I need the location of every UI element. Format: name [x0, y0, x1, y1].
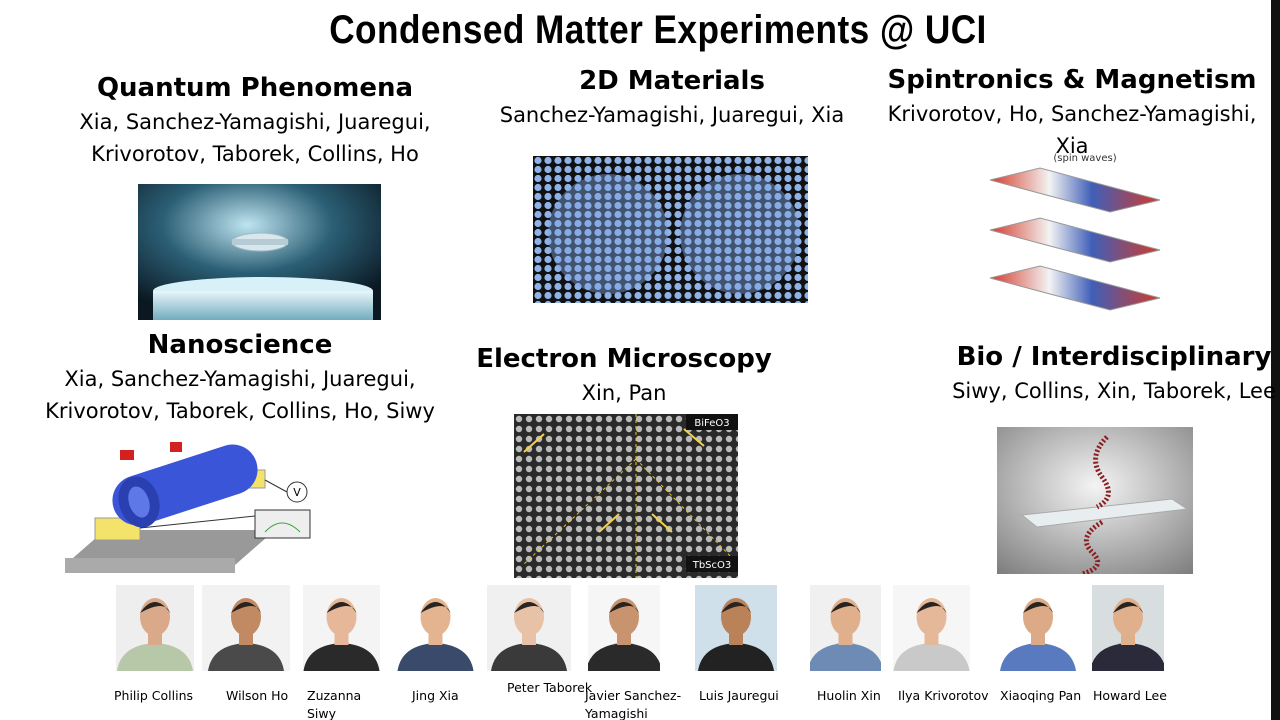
dna-pore-image: [997, 427, 1193, 574]
section: Nanoscience Xia, Sanchez-Yamagishi, Juare…: [20, 327, 460, 427]
faculty-name: Xiaoqing Pan: [1000, 688, 1082, 703]
faculty-name: Huolin Xin: [817, 688, 881, 703]
microscopy-image: BiFeO3 TbScO3: [514, 414, 738, 578]
section-people: Krivorotov, Taborek, Collins, Ho: [91, 142, 419, 166]
faculty-name: Zuzanna Siwy: [307, 688, 362, 720]
section-people: Krivorotov, Ho, Sanchez-Yamagishi,: [887, 102, 1257, 126]
image-caption: (spin waves): [1053, 153, 1116, 164]
section-people: Xia, Sanchez-Yamagishi, Juaregui,: [79, 110, 431, 134]
image-label: V: [293, 486, 301, 499]
section-people: Xia, Sanchez-Yamagishi, Juaregui,: [64, 367, 416, 391]
faculty-name: Howard Lee: [1093, 688, 1167, 703]
slide-title: Condensed Matter Experiments @ UCI: [329, 8, 987, 52]
edge-bar: [1271, 0, 1280, 720]
section: Electron Microscopy Xin, Pan: [404, 341, 844, 409]
faculty-photo: [487, 585, 571, 671]
faculty-name: Ilya Krivorotov: [898, 688, 989, 703]
levitation-image: [138, 184, 381, 320]
faculty-photo: [893, 585, 970, 671]
faculty-name: Luis Jauregui: [699, 688, 779, 703]
section: Spintronics & Magnetism Krivorotov, Ho, S…: [852, 62, 1280, 162]
image-label: BiFeO3: [694, 418, 729, 429]
faculty-photo: [1000, 585, 1076, 671]
faculty-photo: [116, 585, 194, 671]
faculty-photo: [202, 585, 290, 671]
faculty-name: Jing Xia: [412, 688, 459, 703]
faculty-photo: [588, 585, 660, 671]
section-people: Sanchez-Yamagishi, Juaregui, Xia: [499, 103, 845, 127]
section-people: Siwy, Collins, Xin, Taborek, Lee: [952, 379, 1276, 403]
spin-wave-image: (spin waves): [989, 153, 1161, 311]
section-heading: 2D Materials: [579, 66, 765, 96]
faculty-name: Peter Taborek: [507, 680, 593, 695]
section: Bio / Interdisciplinary Siwy, Collins, Xi…: [894, 339, 1280, 407]
faculty-photo: [695, 585, 777, 671]
faculty-photo: [397, 585, 474, 671]
faculty-name: Philip Collins: [114, 688, 194, 703]
section: 2D Materials Sanchez-Yamagishi, Juaregui,…: [452, 63, 892, 131]
nanotube-image: V: [65, 442, 311, 573]
section-heading: Electron Microscopy: [476, 344, 772, 374]
section-heading: Quantum Phenomena: [96, 73, 414, 103]
faculty-photo: [303, 585, 380, 671]
section-people: Xia: [1055, 134, 1089, 158]
section-heading: Nanoscience: [147, 330, 333, 360]
section-people: Xin, Pan: [581, 381, 667, 405]
faculty-photo: [810, 585, 881, 671]
faculty-name: Wilson Ho: [226, 688, 289, 703]
section: Quantum Phenomena Xia, Sanchez-Yamagishi,…: [35, 70, 475, 170]
section-people: Krivorotov, Taborek, Collins, Ho, Siwy: [45, 399, 435, 423]
moire-image: [533, 156, 808, 303]
section-heading: Bio / Interdisciplinary: [956, 342, 1272, 372]
faculty-name: Javier Sanchez-Yamagishi: [585, 688, 682, 720]
image-label: TbScO3: [692, 560, 732, 571]
faculty-photo: [1092, 585, 1164, 671]
section-heading: Spintronics & Magnetism: [887, 65, 1257, 95]
